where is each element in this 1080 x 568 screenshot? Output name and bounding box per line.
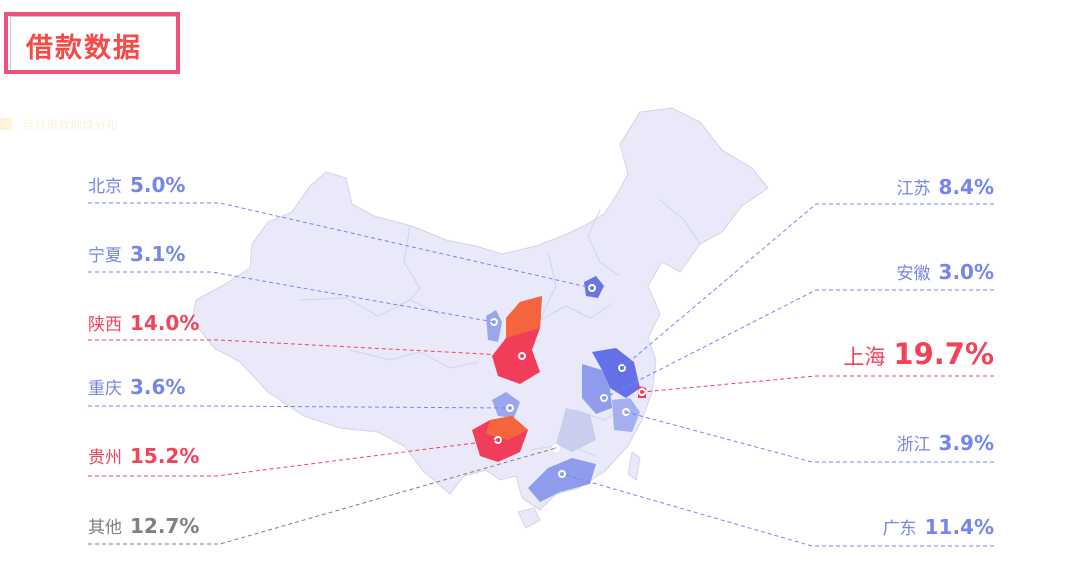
label-beijing: 北京 5.0% [88, 172, 185, 197]
subtitle-text: 当月借款地域分布 [22, 117, 119, 132]
label-guizhou: 贵州 15.2% [88, 443, 199, 468]
label-zhejiang: 浙江 3.9% [897, 430, 994, 455]
label-guangdong: 广东 11.4% [883, 514, 994, 539]
province-other-highlight [556, 408, 596, 452]
label-chongqing-pct: 3.6% [130, 375, 186, 399]
label-chongqing: 重庆 3.6% [88, 374, 185, 399]
label-shanghai-pct: 19.7% [893, 337, 994, 371]
subtitle: 当月借款地域分布 [0, 116, 118, 132]
label-guangdong-name: 广东 [882, 519, 917, 539]
leader-line-zhejiang [625, 411, 994, 463]
leader-line-shaanxi [88, 339, 523, 357]
province-chongqing [492, 392, 520, 418]
label-guizhou-name: 贵州 [88, 448, 122, 468]
label-zhejiang-pct: 3.9% [938, 431, 994, 455]
map-markers [490, 284, 646, 478]
label-other-pct: 12.7% [130, 514, 200, 538]
island-taiwan [627, 451, 641, 481]
province-guizhou-top [486, 416, 528, 440]
label-other-name: 其他 [88, 518, 122, 538]
leader-line-anhui [603, 289, 994, 399]
label-guizhou-pct: 15.2% [130, 444, 200, 468]
label-shaanxi-name: 陕西 [88, 315, 122, 335]
label-ningxia-pct: 3.1% [130, 242, 186, 266]
label-chongqing-name: 重庆 [88, 379, 122, 399]
label-beijing-name: 北京 [88, 177, 122, 197]
label-jiangsu: 江苏 8.4% [897, 174, 994, 199]
leader-line-other [88, 447, 557, 545]
label-beijing-pct: 5.0% [130, 173, 186, 197]
title-box: 借款数据 [4, 12, 180, 74]
leader-line-chongqing [88, 405, 511, 409]
leader-line-guangdong [561, 473, 994, 547]
marker-ningxia [490, 318, 498, 326]
leader-line-beijing [88, 202, 593, 289]
label-shanghai-name: 上海 [843, 345, 886, 369]
legend-square-icon [0, 118, 12, 130]
label-jiangsu-pct: 8.4% [938, 175, 994, 199]
marker-chongqing [506, 404, 514, 412]
label-zhejiang-name: 浙江 [896, 435, 931, 455]
leader-line-guizhou [88, 439, 499, 477]
marker-guangdong [558, 470, 566, 478]
page-title: 借款数据 [26, 33, 142, 64]
province-shaanxi-north [506, 296, 542, 338]
marker-shanghai [638, 388, 646, 396]
title-frame [4, 12, 180, 74]
marker-shaanxi [518, 352, 526, 360]
marker-zhejiang [622, 408, 630, 416]
marker-jiangsu [618, 364, 626, 372]
marker-other [552, 444, 560, 452]
label-jiangsu-name: 江苏 [896, 179, 931, 199]
label-ningxia-name: 宁夏 [88, 246, 122, 266]
label-anhui-pct: 3.0% [938, 260, 994, 284]
label-anhui-name: 安徽 [896, 264, 931, 284]
marker-anhui [600, 394, 608, 402]
label-guangdong-pct: 11.4% [924, 515, 994, 539]
leader-line-shanghai [641, 375, 994, 393]
label-shanghai: 上海 19.7% [843, 337, 994, 371]
province-guangdong [528, 458, 596, 502]
label-shaanxi: 陕西 14.0% [88, 310, 199, 335]
marker-beijing [588, 284, 596, 292]
label-anhui: 安徽 3.0% [897, 259, 994, 284]
label-shaanxi-pct: 14.0% [130, 311, 200, 335]
label-other: 其他 12.7% [88, 513, 199, 538]
province-borders [299, 199, 701, 457]
label-ningxia: 宁夏 3.1% [88, 241, 185, 266]
island-hainan [517, 507, 541, 529]
leader-line-jiangsu [621, 203, 994, 369]
